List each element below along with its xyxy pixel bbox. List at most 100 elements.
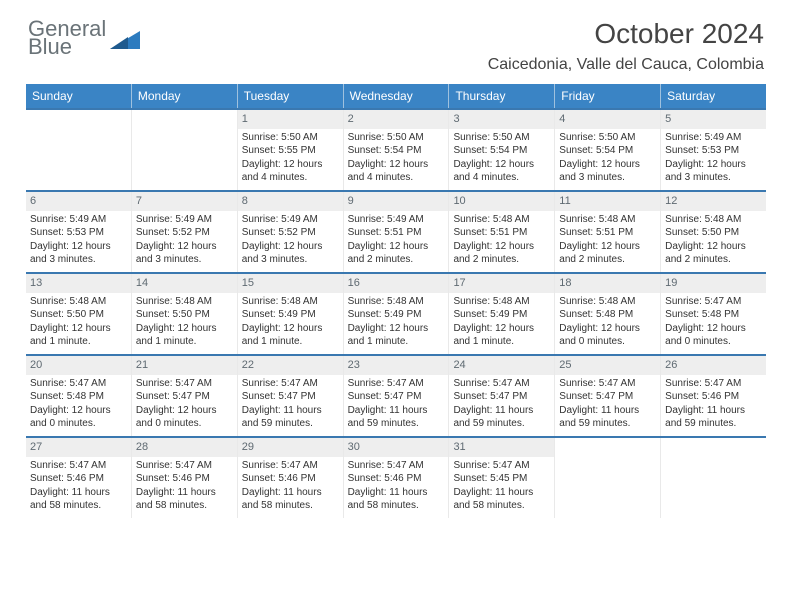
- day-number: 26: [661, 356, 766, 375]
- sunrise-text: Sunrise: 5:47 AM: [348, 459, 445, 473]
- month-title: October 2024: [488, 18, 764, 50]
- daylight-text: Daylight: 11 hours and 58 minutes.: [136, 486, 233, 513]
- sunrise-text: Sunrise: 5:48 AM: [348, 295, 445, 309]
- day-content: Sunrise: 5:49 AMSunset: 5:52 PMDaylight:…: [132, 211, 237, 271]
- day-cell: 24Sunrise: 5:47 AMSunset: 5:47 PMDayligh…: [449, 356, 555, 436]
- weekday-header: Saturday: [661, 84, 766, 108]
- sunrise-text: Sunrise: 5:49 AM: [136, 213, 233, 227]
- daylight-text: Daylight: 11 hours and 59 minutes.: [559, 404, 656, 431]
- week-row: 13Sunrise: 5:48 AMSunset: 5:50 PMDayligh…: [26, 272, 766, 354]
- sunset-text: Sunset: 5:47 PM: [136, 390, 233, 404]
- daylight-text: Daylight: 12 hours and 2 minutes.: [348, 240, 445, 267]
- day-cell: 9Sunrise: 5:49 AMSunset: 5:51 PMDaylight…: [344, 192, 450, 272]
- day-content: Sunrise: 5:47 AMSunset: 5:46 PMDaylight:…: [132, 457, 237, 517]
- day-number: 11: [555, 192, 660, 211]
- daylight-text: Daylight: 11 hours and 59 minutes.: [665, 404, 762, 431]
- sunset-text: Sunset: 5:54 PM: [453, 144, 550, 158]
- daylight-text: Daylight: 12 hours and 4 minutes.: [348, 158, 445, 185]
- day-number: 29: [238, 438, 343, 457]
- daylight-text: Daylight: 12 hours and 2 minutes.: [665, 240, 762, 267]
- sunset-text: Sunset: 5:46 PM: [30, 472, 127, 486]
- day-content: Sunrise: 5:47 AMSunset: 5:46 PMDaylight:…: [344, 457, 449, 517]
- sunrise-text: Sunrise: 5:48 AM: [453, 295, 550, 309]
- sunrise-text: Sunrise: 5:47 AM: [136, 459, 233, 473]
- day-cell: 20Sunrise: 5:47 AMSunset: 5:48 PMDayligh…: [26, 356, 132, 436]
- weekday-header-row: SundayMondayTuesdayWednesdayThursdayFrid…: [26, 84, 766, 108]
- day-number: 30: [344, 438, 449, 457]
- day-content: Sunrise: 5:48 AMSunset: 5:51 PMDaylight:…: [555, 211, 660, 271]
- day-cell: 18Sunrise: 5:48 AMSunset: 5:48 PMDayligh…: [555, 274, 661, 354]
- weekday-header: Sunday: [26, 84, 132, 108]
- day-number: 20: [26, 356, 131, 375]
- week-row: 6Sunrise: 5:49 AMSunset: 5:53 PMDaylight…: [26, 190, 766, 272]
- sunrise-text: Sunrise: 5:47 AM: [242, 377, 339, 391]
- location: Caicedonia, Valle del Cauca, Colombia: [488, 56, 764, 74]
- daylight-text: Daylight: 12 hours and 1 minute.: [136, 322, 233, 349]
- day-content: Sunrise: 5:50 AMSunset: 5:55 PMDaylight:…: [238, 129, 343, 189]
- day-content: Sunrise: 5:47 AMSunset: 5:46 PMDaylight:…: [238, 457, 343, 517]
- daylight-text: Daylight: 12 hours and 0 minutes.: [559, 322, 656, 349]
- logo: General Blue: [28, 18, 140, 58]
- daylight-text: Daylight: 12 hours and 1 minute.: [30, 322, 127, 349]
- day-number: 28: [132, 438, 237, 457]
- sunrise-text: Sunrise: 5:48 AM: [665, 213, 762, 227]
- day-cell: 3Sunrise: 5:50 AMSunset: 5:54 PMDaylight…: [449, 110, 555, 190]
- day-content: Sunrise: 5:48 AMSunset: 5:49 PMDaylight:…: [344, 293, 449, 353]
- sunset-text: Sunset: 5:50 PM: [30, 308, 127, 322]
- weekday-header: Tuesday: [238, 84, 344, 108]
- week-row: 20Sunrise: 5:47 AMSunset: 5:48 PMDayligh…: [26, 354, 766, 436]
- day-content: Sunrise: 5:49 AMSunset: 5:53 PMDaylight:…: [26, 211, 131, 271]
- sunrise-text: Sunrise: 5:49 AM: [242, 213, 339, 227]
- day-content: Sunrise: 5:47 AMSunset: 5:47 PMDaylight:…: [449, 375, 554, 435]
- weekday-header: Monday: [132, 84, 238, 108]
- sunset-text: Sunset: 5:46 PM: [348, 472, 445, 486]
- day-cell: 16Sunrise: 5:48 AMSunset: 5:49 PMDayligh…: [344, 274, 450, 354]
- day-cell: [661, 438, 766, 518]
- sunset-text: Sunset: 5:47 PM: [242, 390, 339, 404]
- weeks-container: 1Sunrise: 5:50 AMSunset: 5:55 PMDaylight…: [26, 108, 766, 518]
- day-content: Sunrise: 5:47 AMSunset: 5:47 PMDaylight:…: [555, 375, 660, 435]
- sunset-text: Sunset: 5:46 PM: [242, 472, 339, 486]
- day-cell: 10Sunrise: 5:48 AMSunset: 5:51 PMDayligh…: [449, 192, 555, 272]
- sunset-text: Sunset: 5:53 PM: [30, 226, 127, 240]
- sunrise-text: Sunrise: 5:50 AM: [453, 131, 550, 145]
- day-number: 9: [344, 192, 449, 211]
- day-content: Sunrise: 5:47 AMSunset: 5:47 PMDaylight:…: [132, 375, 237, 435]
- day-cell: 31Sunrise: 5:47 AMSunset: 5:45 PMDayligh…: [449, 438, 555, 518]
- day-content: Sunrise: 5:48 AMSunset: 5:50 PMDaylight:…: [26, 293, 131, 353]
- day-number: 10: [449, 192, 554, 211]
- sunrise-text: Sunrise: 5:50 AM: [242, 131, 339, 145]
- sunset-text: Sunset: 5:52 PM: [136, 226, 233, 240]
- sunrise-text: Sunrise: 5:47 AM: [453, 459, 550, 473]
- weekday-header: Friday: [555, 84, 661, 108]
- daylight-text: Daylight: 11 hours and 58 minutes.: [30, 486, 127, 513]
- day-cell: 15Sunrise: 5:48 AMSunset: 5:49 PMDayligh…: [238, 274, 344, 354]
- day-number: 17: [449, 274, 554, 293]
- daylight-text: Daylight: 12 hours and 3 minutes.: [30, 240, 127, 267]
- week-row: 27Sunrise: 5:47 AMSunset: 5:46 PMDayligh…: [26, 436, 766, 518]
- daylight-text: Daylight: 12 hours and 4 minutes.: [453, 158, 550, 185]
- day-number: 24: [449, 356, 554, 375]
- day-cell: 12Sunrise: 5:48 AMSunset: 5:50 PMDayligh…: [661, 192, 766, 272]
- day-cell: 19Sunrise: 5:47 AMSunset: 5:48 PMDayligh…: [661, 274, 766, 354]
- day-number: 13: [26, 274, 131, 293]
- sunrise-text: Sunrise: 5:47 AM: [559, 377, 656, 391]
- sunrise-text: Sunrise: 5:50 AM: [559, 131, 656, 145]
- logo-triangle-icon: [110, 27, 140, 49]
- day-number: 8: [238, 192, 343, 211]
- sunset-text: Sunset: 5:47 PM: [348, 390, 445, 404]
- daylight-text: Daylight: 11 hours and 59 minutes.: [242, 404, 339, 431]
- sunrise-text: Sunrise: 5:48 AM: [559, 213, 656, 227]
- sunset-text: Sunset: 5:50 PM: [136, 308, 233, 322]
- sunset-text: Sunset: 5:46 PM: [136, 472, 233, 486]
- sunrise-text: Sunrise: 5:47 AM: [30, 377, 127, 391]
- day-number: 5: [661, 110, 766, 129]
- daylight-text: Daylight: 11 hours and 58 minutes.: [242, 486, 339, 513]
- day-number: 25: [555, 356, 660, 375]
- day-number: 4: [555, 110, 660, 129]
- day-cell: 5Sunrise: 5:49 AMSunset: 5:53 PMDaylight…: [661, 110, 766, 190]
- sunrise-text: Sunrise: 5:48 AM: [559, 295, 656, 309]
- day-cell: [555, 438, 661, 518]
- daylight-text: Daylight: 11 hours and 58 minutes.: [348, 486, 445, 513]
- sunset-text: Sunset: 5:46 PM: [665, 390, 762, 404]
